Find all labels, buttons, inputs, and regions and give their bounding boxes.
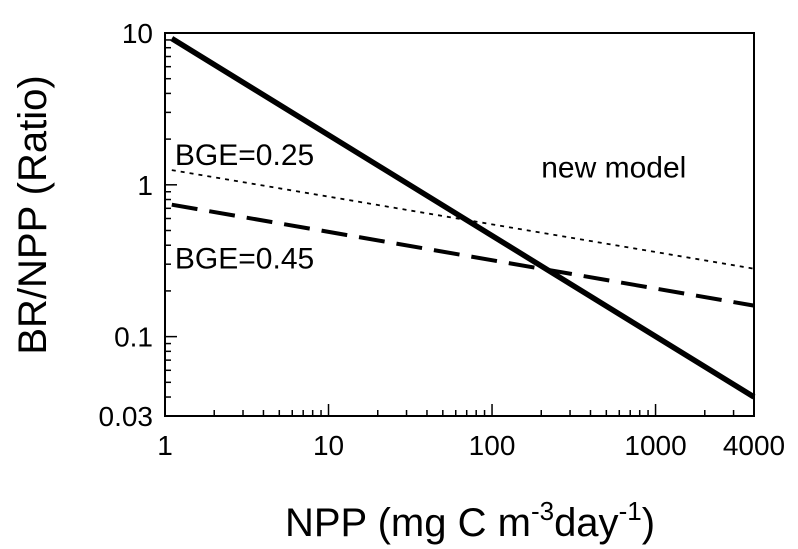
y-tick-label: 10 xyxy=(122,18,153,49)
x-axis-label: NPP (mg C m-3day-1) xyxy=(285,496,655,545)
y-axis-label: BR/NPP (Ratio) xyxy=(11,75,55,354)
series-line-bge-0-45 xyxy=(171,202,755,308)
y-tick-label: 0.03 xyxy=(99,401,154,432)
x-tick-label: 1000 xyxy=(624,430,686,461)
series-layer xyxy=(170,36,756,400)
series-line-new-model xyxy=(170,36,756,400)
tick-layer: 1 10 100 1000 4000 0.03 0.1 1 10 xyxy=(99,18,786,461)
y-tick-label: 1 xyxy=(137,170,153,201)
plot-area-frame xyxy=(164,32,755,417)
x-tick-label: 4000 xyxy=(723,430,785,461)
x-tick-label: 1 xyxy=(157,430,173,461)
x-axis-label-sup2: -1 xyxy=(619,496,642,526)
x-tick-label: 10 xyxy=(313,430,344,461)
annotation-layer: new model BGE=0.25 BGE=0.45 xyxy=(175,139,686,276)
y-tick-label: 0.1 xyxy=(114,322,153,353)
x-axis-label-sup1: -3 xyxy=(531,496,554,526)
x-tick-label: 100 xyxy=(469,430,516,461)
annotation-new-model: new model xyxy=(541,151,686,184)
annotation-bge-0-25: BGE=0.25 xyxy=(175,139,314,172)
annotation-bge-0-45: BGE=0.45 xyxy=(175,243,314,276)
x-axis-label-main: NPP (mg C m xyxy=(285,501,531,545)
x-axis-label-mid: day xyxy=(554,501,619,545)
x-axis-label-end: ) xyxy=(642,501,655,545)
